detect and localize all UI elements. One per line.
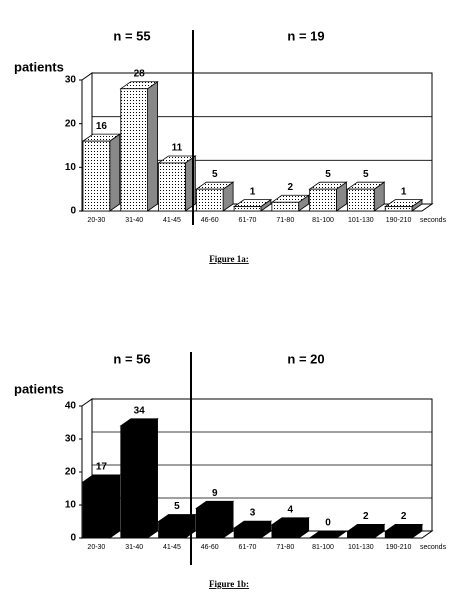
bar	[81, 133, 122, 212]
y-tick-label: 30	[65, 75, 77, 86]
x-tick-label: 61-70	[239, 544, 257, 551]
bar-front	[82, 140, 111, 212]
y-tick-label: 40	[65, 401, 77, 412]
bar-front	[309, 188, 337, 212]
y-tick-label: 20	[65, 118, 77, 129]
x-tick-label: 101-130	[348, 217, 374, 224]
y-tick-label: 0	[70, 206, 76, 217]
bar-front	[195, 188, 224, 212]
data-label: 1	[250, 186, 256, 197]
bar-top	[308, 530, 348, 539]
x-tick-label: 190-210	[386, 544, 412, 551]
y-tick-label: 0	[70, 533, 76, 544]
data-label: 0	[325, 518, 331, 529]
x-tick-label: 31-40	[125, 217, 143, 224]
x-tick-label: 46-60	[201, 544, 219, 551]
data-label: 5	[325, 169, 331, 180]
data-label: 34	[134, 405, 146, 416]
bar	[383, 198, 424, 212]
bar	[157, 513, 197, 539]
bar-side	[109, 133, 121, 212]
data-label: 5	[174, 501, 180, 512]
bar-front	[347, 531, 375, 539]
caption: Figure 1b:	[209, 579, 249, 589]
bar	[270, 517, 310, 539]
data-label: 28	[134, 68, 146, 79]
bar-front	[158, 521, 186, 539]
x-tick-label: 61-70	[239, 217, 257, 224]
bar-front	[82, 481, 111, 539]
bar-front	[233, 206, 262, 212]
y-tick-label: 20	[65, 467, 77, 478]
x-tick-label: 41-45	[163, 544, 181, 551]
x-tick-label: 46-60	[201, 217, 219, 224]
n-right: n = 20	[287, 351, 324, 366]
bar-front	[271, 201, 300, 212]
bar-front	[347, 188, 375, 212]
bar	[346, 523, 386, 539]
data-label: 2	[401, 511, 407, 522]
bar-front	[120, 88, 148, 212]
bar-side	[109, 474, 121, 539]
data-label: 2	[363, 511, 369, 522]
data-label: 4	[287, 504, 293, 515]
bar-front	[233, 527, 262, 539]
bar-front	[384, 206, 413, 212]
n-left: n = 56	[113, 351, 150, 366]
bar-front	[120, 425, 148, 539]
bar-front	[158, 162, 186, 212]
bar-front	[195, 507, 224, 539]
data-label: 11	[172, 143, 183, 154]
bar	[308, 181, 348, 212]
data-label: 1	[401, 186, 407, 197]
x-tick-label: 71-80	[276, 544, 294, 551]
data-label: 5	[212, 169, 218, 180]
bar	[81, 474, 122, 539]
bar	[157, 155, 197, 212]
bar	[270, 194, 310, 212]
bar	[195, 500, 235, 539]
y-tick-label: 10	[65, 500, 77, 511]
bar-front	[384, 531, 413, 539]
n-left: n = 55	[113, 28, 150, 43]
x-tick-label: 71-80	[276, 217, 294, 224]
x-tick-label: 20-30	[87, 217, 105, 224]
y-tick-label: 10	[65, 162, 77, 173]
x-tick-label: 190-210	[386, 217, 412, 224]
bar	[119, 80, 159, 212]
data-label: 3	[250, 508, 256, 519]
bar-side	[147, 80, 158, 212]
bar	[232, 520, 273, 539]
y-axis-label: patients	[14, 381, 64, 396]
bar	[195, 181, 235, 212]
x-tick-label: 41-45	[163, 217, 181, 224]
data-label: 2	[287, 182, 293, 193]
x-tick-label: 101-130	[348, 544, 374, 551]
y-tick-label: 30	[65, 434, 77, 445]
bar-front	[271, 524, 300, 539]
x-unit: seconds	[420, 544, 447, 551]
n-right: n = 19	[287, 28, 324, 43]
x-tick-label: 81-100	[312, 544, 334, 551]
bar	[308, 530, 348, 539]
x-unit: seconds	[420, 217, 447, 224]
bar	[119, 418, 159, 539]
x-tick-label: 31-40	[125, 544, 143, 551]
x-tick-label: 20-30	[87, 544, 105, 551]
x-tick-label: 81-100	[312, 217, 334, 224]
y-axis-label: patients	[14, 59, 64, 74]
data-label: 5	[363, 169, 369, 180]
bar	[232, 198, 273, 212]
caption: Figure 1a:	[209, 254, 249, 264]
data-label: 16	[96, 121, 108, 132]
bar	[346, 181, 386, 212]
data-label: 9	[212, 488, 218, 499]
bar-side	[147, 418, 158, 539]
data-label: 17	[96, 462, 108, 473]
bar	[383, 523, 424, 539]
